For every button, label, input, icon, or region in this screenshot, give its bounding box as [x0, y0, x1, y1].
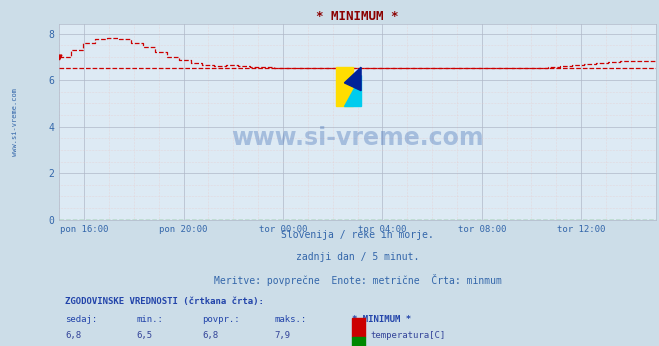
- Bar: [351, 337, 364, 346]
- Text: 7,9: 7,9: [274, 331, 290, 340]
- Text: maks.:: maks.:: [274, 315, 306, 324]
- Polygon shape: [345, 75, 361, 106]
- Text: Slovenija / reke in morje.: Slovenija / reke in morje.: [281, 230, 434, 240]
- Text: temperatura[C]: temperatura[C]: [370, 331, 446, 340]
- Text: min.:: min.:: [137, 315, 163, 324]
- Text: zadnji dan / 5 minut.: zadnji dan / 5 minut.: [296, 252, 419, 262]
- Text: 6,8: 6,8: [202, 331, 219, 340]
- Title: * MINIMUM *: * MINIMUM *: [316, 10, 399, 23]
- Text: ZGODOVINSKE VREDNOSTI (črtkana črta):: ZGODOVINSKE VREDNOSTI (črtkana črta):: [65, 297, 264, 306]
- Text: Meritve: povprečne  Enote: metrične  Črta: minmum: Meritve: povprečne Enote: metrične Črta:…: [214, 274, 501, 286]
- Text: * MINIMUM *: * MINIMUM *: [351, 315, 411, 324]
- Polygon shape: [345, 67, 361, 91]
- Bar: [336, 67, 353, 106]
- Text: povpr.:: povpr.:: [202, 315, 240, 324]
- Text: 6,8: 6,8: [65, 331, 82, 340]
- Bar: [351, 318, 364, 337]
- Text: sedaj:: sedaj:: [65, 315, 98, 324]
- Text: www.si-vreme.com: www.si-vreme.com: [12, 88, 18, 156]
- Text: 6,5: 6,5: [137, 331, 153, 340]
- Text: www.si-vreme.com: www.si-vreme.com: [231, 126, 484, 149]
